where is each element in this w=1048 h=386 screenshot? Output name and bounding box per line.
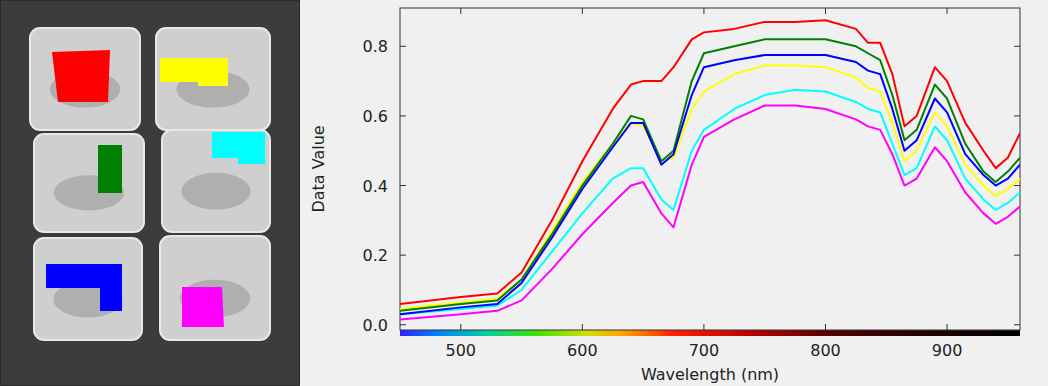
chart-background [300, 0, 1048, 386]
y-tick [400, 185, 406, 186]
spectrum-bar [400, 330, 1020, 336]
x-tick [947, 324, 948, 330]
roi [160, 58, 228, 86]
roi [212, 132, 265, 164]
sample-block [156, 28, 270, 130]
x-tick [582, 324, 583, 330]
y-tick [400, 115, 406, 116]
spectrum-line [400, 55, 1020, 314]
image-background [0, 0, 300, 386]
x-tick [582, 8, 583, 14]
x-tick [460, 324, 461, 330]
x-tick-label: 700 [689, 341, 720, 360]
y-tick [1014, 324, 1020, 325]
y-tick-label: 0.8 [363, 37, 388, 56]
y-tick [400, 46, 406, 47]
sample-block [34, 238, 142, 340]
y-tick [1014, 115, 1020, 116]
x-tick-label: 800 [810, 341, 841, 360]
figure: 0.0 0.2 0.4 0.6 0.8 500 600 700 800 900 Wavelength… [0, 0, 1048, 386]
y-tick [400, 324, 406, 325]
spectrum-line [400, 39, 1020, 311]
roi [52, 50, 110, 102]
roi [98, 145, 122, 193]
y-tick [1014, 185, 1020, 186]
y-tick-label: 0.6 [363, 107, 388, 126]
y-tick-label: 0.4 [363, 177, 388, 196]
x-tick [947, 8, 948, 14]
roi [182, 287, 224, 327]
sample-block [34, 134, 144, 232]
sample-image [0, 0, 300, 386]
lines [400, 20, 1020, 319]
x-tick [703, 8, 704, 14]
sample-texture [181, 173, 250, 210]
image-border [0, 0, 300, 386]
x-tick [825, 324, 826, 330]
y-tick [1014, 46, 1020, 47]
sample-block [160, 236, 270, 340]
roi [46, 264, 122, 311]
x-tick [825, 8, 826, 14]
y-tick-label: 0.0 [363, 316, 388, 335]
y-tick-label: 0.2 [363, 246, 388, 265]
plot-frame [400, 8, 1020, 330]
spectrum-line [400, 90, 1020, 315]
spectrum-line [400, 105, 1020, 319]
y-axis-label: Data Value [309, 125, 328, 212]
sample-block [30, 28, 140, 130]
x-tick-label: 500 [446, 341, 477, 360]
x-tick [703, 324, 704, 330]
x-tick [460, 8, 461, 14]
sample-block [162, 130, 270, 232]
x-tick-label: 900 [932, 341, 963, 360]
x-tick-label: 600 [567, 341, 598, 360]
y-tick [400, 255, 406, 256]
y-tick [1014, 255, 1020, 256]
x-axis-label: Wavelength (nm) [641, 365, 779, 384]
